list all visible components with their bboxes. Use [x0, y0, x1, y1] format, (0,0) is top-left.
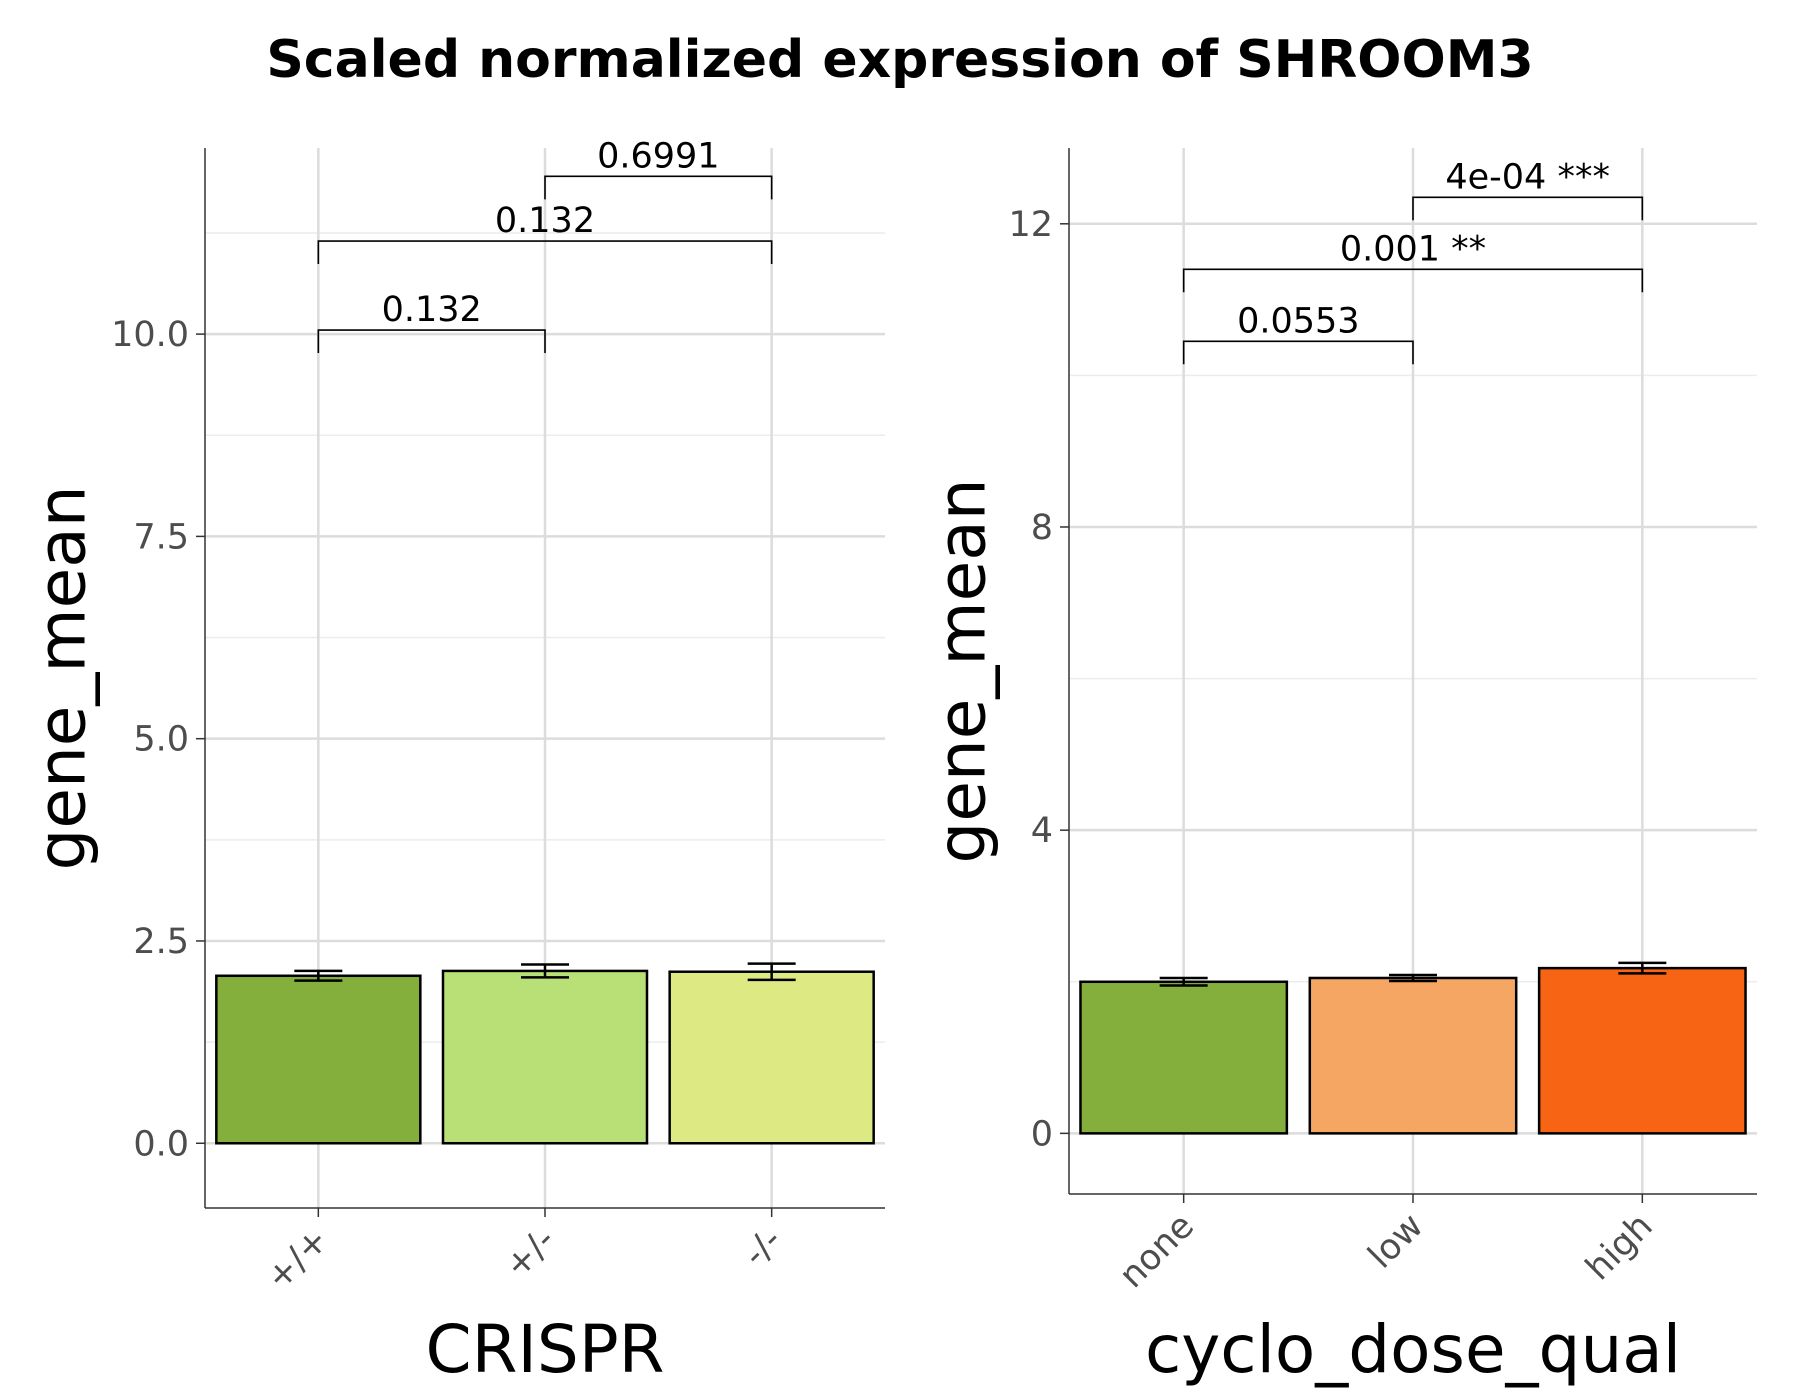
- comparison-bracket-2: 0.6991: [544, 136, 773, 200]
- bar-high: [1537, 966, 1747, 1135]
- figure-title: Scaled normalized expression of SHROOM3: [266, 30, 1534, 90]
- bar-none: [1079, 980, 1289, 1135]
- comparison-label: 0.0553: [1237, 301, 1359, 341]
- y-tick-label: 5.0: [133, 720, 189, 760]
- x-tick-label-low: low: [1361, 1206, 1432, 1277]
- bracket-line: [1182, 268, 1644, 293]
- y-tick-label: 7.5: [133, 517, 189, 557]
- y-axis-title: gene_mean: [924, 478, 1001, 863]
- y-tick-label: 8: [1031, 508, 1053, 548]
- comparison-label: 0.132: [495, 201, 595, 241]
- comparison-label: 0.001 **: [1340, 229, 1486, 269]
- bracket-line: [317, 329, 546, 354]
- bracket-line: [1182, 340, 1414, 365]
- comparison-bracket-0: 0.0553: [1182, 301, 1414, 365]
- error-bar--/-: [747, 962, 796, 982]
- error-bar-none: [1159, 976, 1208, 987]
- y-tick-label: 0: [1031, 1114, 1053, 1154]
- comparison-label: 0.132: [382, 290, 482, 330]
- x-tick-label-high: high: [1578, 1206, 1660, 1288]
- bracket-line: [1412, 196, 1644, 221]
- y-tick-label: 2.5: [133, 922, 189, 962]
- comparison-bracket-2: 4e-04 ***: [1412, 157, 1644, 221]
- bracket-line: [317, 240, 773, 265]
- comparison-label: 0.6991: [597, 136, 719, 176]
- x-axis-title: CRISPR: [426, 1311, 665, 1388]
- comparison-bracket-1: 0.132: [317, 201, 773, 265]
- x-tick-label-none: none: [1112, 1206, 1202, 1296]
- bar-low: [1308, 976, 1518, 1135]
- comparison-bracket-1: 0.001 **: [1182, 229, 1644, 293]
- bar-+/-: [441, 969, 649, 1145]
- x-axis-title: cyclo_dose_qual: [1145, 1311, 1681, 1388]
- error-bar-+/-: [521, 963, 569, 979]
- y-tick-label: 0.0: [133, 1124, 189, 1164]
- error-bar-low: [1389, 973, 1437, 983]
- y-tick-label: 10.0: [111, 315, 189, 355]
- bar--/-: [668, 970, 875, 1145]
- error-bar-+/+: [294, 969, 343, 982]
- error-bar-high: [1618, 961, 1667, 975]
- y-axis-title: gene_mean: [24, 485, 101, 870]
- y-tick-label: 12: [1008, 205, 1053, 245]
- bracket-line: [544, 175, 773, 200]
- bar-+/+: [215, 974, 422, 1145]
- comparison-bracket-0: 0.132: [317, 290, 546, 354]
- comparison-label: 4e-04 ***: [1445, 157, 1610, 197]
- y-tick-label: 4: [1031, 811, 1053, 851]
